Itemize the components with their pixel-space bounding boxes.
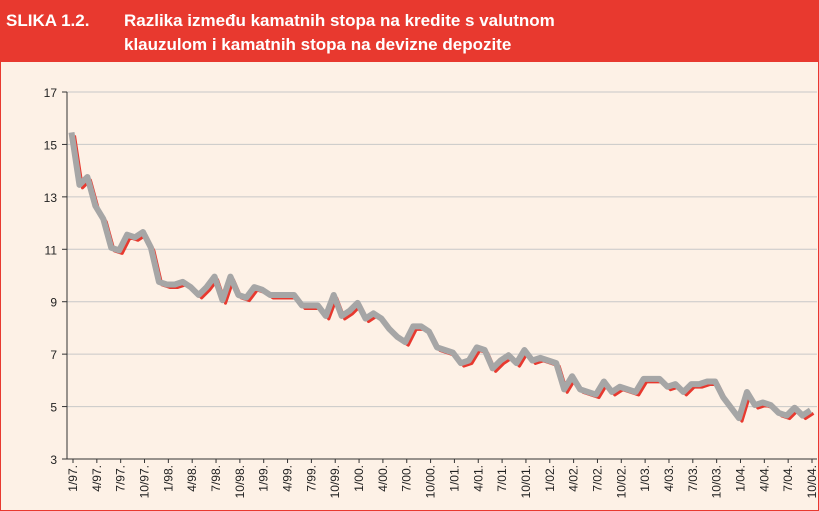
x-tick-label: 4/03. <box>662 465 676 492</box>
x-tick-label: 10/04. <box>805 465 819 498</box>
x-tick-label: 7/04. <box>781 465 795 492</box>
x-tick-label: 7/98. <box>209 465 223 492</box>
x-tick-label: 4/04. <box>757 465 771 492</box>
chart-title: klauzulom i kamatnih stopa na devizne de… <box>124 35 511 54</box>
y-tick-label: 9 <box>50 296 57 310</box>
x-tick-label: 7/00. <box>400 465 414 492</box>
x-tick-label: 1/04. <box>733 465 747 492</box>
x-tick-label: 1/97. <box>66 465 80 492</box>
x-tick-label: 1/03. <box>638 465 652 492</box>
x-tick-label: 4/00. <box>376 465 390 492</box>
x-tick-label: 4/98. <box>185 465 199 492</box>
y-tick-label: 11 <box>45 243 58 257</box>
x-tick-label: 1/01. <box>447 465 461 492</box>
x-tick-label: 1/00. <box>352 465 366 492</box>
x-tick-label: 4/99. <box>281 465 295 492</box>
y-tick-label: 3 <box>50 453 57 467</box>
x-tick-label: 4/97. <box>90 465 104 492</box>
x-tick-label: 4/01. <box>471 465 485 492</box>
x-tick-label: 10/02. <box>614 465 628 498</box>
x-tick-label: 1/98. <box>161 465 175 492</box>
y-tick-label: 13 <box>44 191 58 205</box>
x-tick-label: 10/98. <box>233 465 247 498</box>
y-tick-label: 15 <box>44 138 58 152</box>
chart-title: Razlika između kamatnih stopa na kredite… <box>124 11 555 30</box>
x-tick-label: 7/03. <box>686 465 700 492</box>
y-tick-label: 5 <box>50 401 57 415</box>
x-tick-label: 7/97. <box>114 465 128 492</box>
y-tick-label: 17 <box>44 86 58 100</box>
x-tick-label: 7/99. <box>304 465 318 492</box>
x-tick-label: 10/99. <box>328 465 342 498</box>
figure-label: SLIKA 1.2. <box>6 11 89 30</box>
x-tick-label: 1/02. <box>543 465 557 492</box>
x-tick-label: 10/03. <box>710 465 724 498</box>
line-shadow <box>68 131 813 422</box>
x-tick-label: 7/02. <box>590 465 604 492</box>
x-tick-label: 10/00. <box>424 465 438 498</box>
x-tick-label: 7/01. <box>495 465 509 492</box>
x-tick-label: 4/02. <box>567 465 581 492</box>
y-tick-label: 7 <box>50 348 57 362</box>
header <box>0 0 819 62</box>
x-tick-label: 1/99. <box>257 465 271 492</box>
x-tick-label: 10/97. <box>138 465 152 498</box>
x-tick-label: 10/01. <box>519 465 533 498</box>
